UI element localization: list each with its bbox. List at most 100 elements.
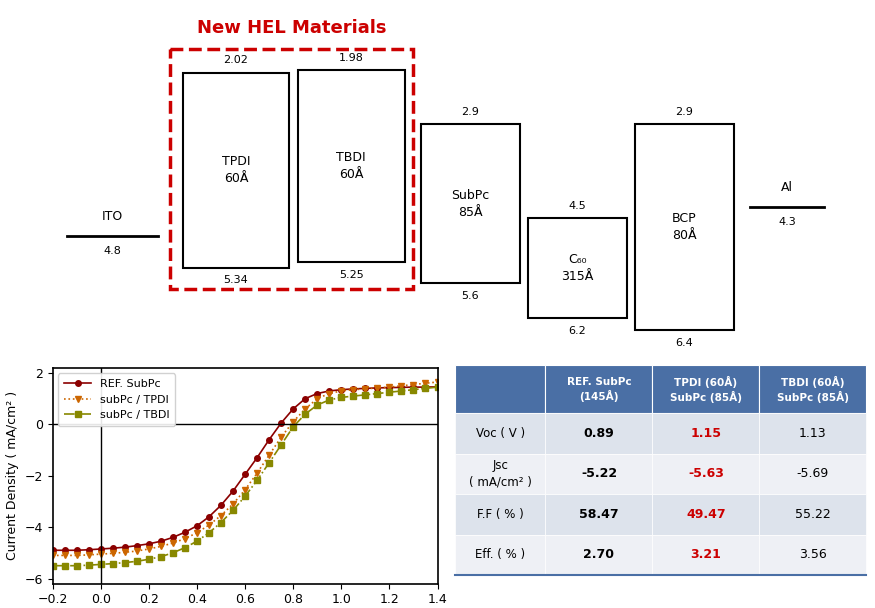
subPc / TBDI [47, 562, 58, 569]
subPc / TBDI [408, 386, 419, 393]
Text: 5.6: 5.6 [462, 291, 480, 300]
Bar [545, 494, 653, 534]
subPc / TPDI [95, 550, 106, 558]
REF. SubPc [179, 528, 190, 536]
Y-axis label: Current Density ( mA/cm² ): Current Density ( mA/cm² ) [6, 391, 19, 561]
Text: Jsc
( mA/cm² ): Jsc ( mA/cm² ) [469, 460, 532, 488]
subPc / TBDI [192, 537, 202, 545]
Text: Eff. ( % ): Eff. ( % ) [475, 548, 525, 561]
Bar [170, 49, 413, 289]
subPc / TPDI [432, 378, 443, 385]
REF. SubPc [204, 513, 214, 520]
Text: -5.63: -5.63 [688, 468, 724, 480]
subPc / TPDI [408, 381, 419, 388]
Bar [545, 365, 653, 413]
REF. SubPc [47, 547, 58, 554]
REF. SubPc [396, 384, 407, 391]
subPc / TPDI [300, 406, 311, 413]
subPc / TBDI [372, 390, 382, 397]
REF. SubPc [276, 420, 286, 427]
subPc / TPDI [324, 390, 334, 397]
Bar [455, 534, 545, 575]
Bar [635, 124, 733, 330]
Line: subPc / TBDI: subPc / TBDI [50, 384, 440, 568]
Text: 58.47: 58.47 [579, 508, 619, 521]
REF. SubPc [408, 384, 419, 391]
subPc / TPDI [420, 379, 430, 387]
Bar [528, 218, 626, 318]
subPc / TPDI [179, 535, 190, 542]
Line: subPc / TPDI: subPc / TPDI [49, 379, 441, 559]
subPc / TPDI [72, 552, 82, 559]
subPc / TPDI [360, 385, 371, 393]
subPc / TBDI [348, 392, 359, 399]
REF. SubPc [252, 454, 262, 461]
Bar [653, 413, 760, 454]
Bar [653, 454, 760, 494]
Legend: REF. SubPc, subPc / TPDI, subPc / TBDI: REF. SubPc, subPc / TPDI, subPc / TBDI [58, 373, 176, 426]
Bar [760, 494, 866, 534]
Text: 1.15: 1.15 [690, 427, 721, 440]
subPc / TPDI [288, 418, 298, 426]
Text: New HEL Materials: New HEL Materials [197, 19, 387, 37]
Bar [183, 72, 290, 268]
subPc / TBDI [179, 544, 190, 551]
Bar [760, 454, 866, 494]
subPc / TBDI [108, 560, 118, 567]
Text: 55.22: 55.22 [794, 508, 830, 521]
subPc / TBDI [312, 401, 323, 409]
REF. SubPc [264, 436, 275, 443]
REF. SubPc [336, 386, 346, 393]
subPc / TBDI [168, 549, 178, 556]
REF. SubPc [72, 547, 82, 554]
subPc / TPDI [60, 552, 70, 559]
subPc / TBDI [324, 396, 334, 404]
REF. SubPc [288, 406, 298, 413]
REF. SubPc [192, 522, 202, 530]
subPc / TPDI [192, 529, 202, 536]
Text: 1.13: 1.13 [799, 427, 827, 440]
subPc / TPDI [215, 512, 226, 519]
REF. SubPc [384, 384, 395, 392]
REF. SubPc [420, 384, 430, 391]
Text: 4.8: 4.8 [103, 246, 122, 256]
subPc / TBDI [95, 561, 106, 568]
Text: SubPc
85Å: SubPc 85Å [452, 188, 489, 219]
REF. SubPc [156, 537, 166, 545]
subPc / TBDI [144, 556, 154, 563]
subPc / TBDI [264, 459, 275, 466]
Bar [455, 365, 545, 413]
Text: 49.47: 49.47 [686, 508, 725, 521]
Bar [760, 413, 866, 454]
Bar [455, 413, 545, 454]
subPc / TPDI [264, 452, 275, 459]
subPc / TBDI [204, 529, 214, 536]
Bar [298, 70, 404, 263]
REF. SubPc [300, 395, 311, 402]
subPc / TBDI [336, 394, 346, 401]
Text: 6.2: 6.2 [569, 326, 586, 336]
subPc / TPDI [156, 543, 166, 550]
subPc / TPDI [396, 382, 407, 390]
Line: REF. SubPc: REF. SubPc [50, 384, 440, 553]
REF. SubPc [144, 540, 154, 547]
Text: ITO: ITO [102, 210, 123, 223]
Text: -5.69: -5.69 [796, 468, 829, 480]
Text: 2.70: 2.70 [584, 548, 614, 561]
subPc / TPDI [240, 486, 250, 494]
subPc / TBDI [215, 519, 226, 526]
Text: 0.89: 0.89 [584, 427, 614, 440]
Bar [545, 534, 653, 575]
subPc / TBDI [131, 558, 142, 565]
Bar [421, 124, 520, 283]
subPc / TBDI [288, 423, 298, 430]
REF. SubPc [348, 385, 359, 393]
subPc / TBDI [228, 507, 238, 514]
Text: 1.98: 1.98 [339, 52, 364, 63]
Text: 2.02: 2.02 [223, 55, 248, 65]
Text: TBDI
60Å: TBDI 60Å [336, 151, 366, 181]
subPc / TPDI [348, 386, 359, 393]
Text: C₆₀
315Å: C₆₀ 315Å [561, 253, 593, 283]
Bar [545, 413, 653, 454]
subPc / TPDI [252, 469, 262, 477]
